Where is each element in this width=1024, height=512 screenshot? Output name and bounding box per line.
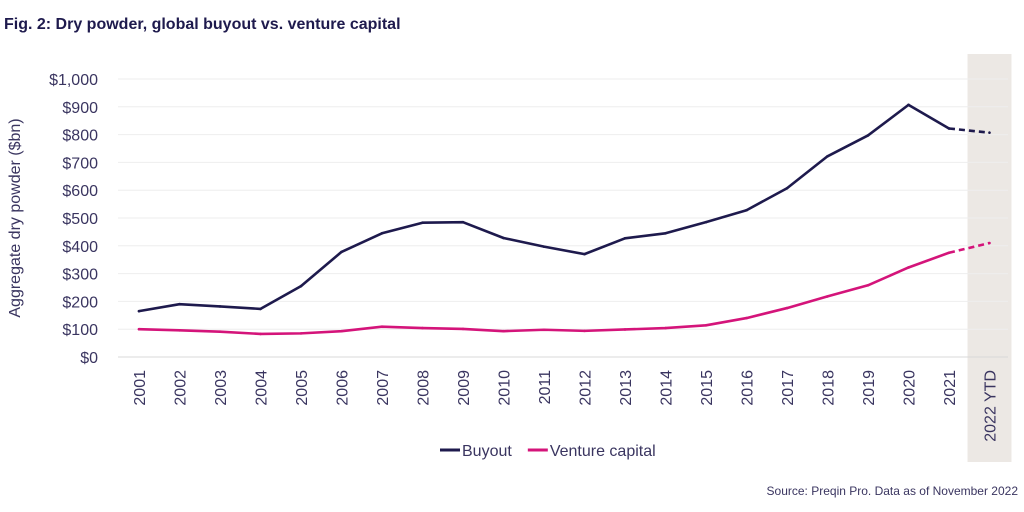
buyout-point <box>259 307 262 311</box>
buyout-point <box>502 236 505 240</box>
y-tick-label: $600 <box>62 183 98 200</box>
buyout-point <box>947 127 951 130</box>
venture-capital-point <box>583 329 586 333</box>
venture-capital-point <box>461 327 465 331</box>
venture-capital-point <box>704 324 708 327</box>
venture-capital-point <box>502 329 505 333</box>
x-tick-label: 2014 <box>659 370 676 406</box>
venture-capital-point <box>826 295 829 298</box>
x-tick-label: 2011 <box>537 370 554 405</box>
venture-capital-point <box>299 332 303 335</box>
x-tick-label: 2013 <box>618 370 635 406</box>
buyout-point <box>745 208 748 212</box>
buyout-point <box>421 221 424 225</box>
source-note: Source: Preqin Pro. Data as of November … <box>766 484 1018 498</box>
y-tick-label: $0 <box>80 350 98 367</box>
x-tick-label: 2001 <box>132 370 149 406</box>
x-tick-label: 2003 <box>213 370 230 406</box>
x-tick-label: 2016 <box>740 370 757 406</box>
buyout-point <box>583 252 586 256</box>
venture-capital-point <box>380 325 384 328</box>
buyout-point <box>340 250 343 254</box>
x-tick-label: 2007 <box>375 370 392 406</box>
buyout-point <box>380 231 384 235</box>
x-tick-label: 2021 <box>942 370 959 406</box>
venture-capital-point <box>745 316 748 320</box>
buyout-point <box>704 220 708 224</box>
chart-title: Fig. 2: Dry powder, global buyout vs. ve… <box>4 16 401 33</box>
y-tick-label: $800 <box>62 128 98 145</box>
venture-capital-point <box>259 332 262 336</box>
venture-capital-line <box>137 251 951 336</box>
y-tick-label: $900 <box>62 100 98 117</box>
buyout-point <box>785 186 789 190</box>
buyout-point <box>866 134 870 137</box>
legend-label-venture-capital: Venture capital <box>550 443 656 460</box>
x-tick-label: 2002 <box>173 370 190 406</box>
buyout-point <box>178 302 181 306</box>
buyout-point <box>988 131 991 134</box>
y-tick-label: $1,000 <box>49 72 98 89</box>
venture-capital-point <box>785 306 789 310</box>
venture-capital-point <box>866 283 870 287</box>
venture-capital-point <box>988 241 991 245</box>
venture-capital-point <box>178 329 181 332</box>
x-tick-label: 2010 <box>497 370 514 406</box>
legend-label-buyout: Buyout <box>462 443 512 460</box>
x-tick-label: 2012 <box>578 370 595 406</box>
x-tick-label: 2020 <box>902 370 919 406</box>
x-tick-label: 2018 <box>821 370 838 406</box>
buyout-point <box>542 245 546 248</box>
buyout-point <box>664 231 667 235</box>
buyout-projected-line <box>948 127 990 134</box>
x-tick-label: 2017 <box>780 370 797 406</box>
buyout-point <box>299 284 303 288</box>
x-tick-label: 2005 <box>294 370 311 406</box>
buyout-point <box>461 220 465 224</box>
venture-capital-point <box>218 330 222 334</box>
y-tick-label: $100 <box>62 322 98 339</box>
y-tick-label: $200 <box>62 294 98 311</box>
x-tick-label: 2006 <box>335 370 352 406</box>
venture-capital-point <box>664 326 667 330</box>
venture-capital-projected-line <box>948 241 990 255</box>
x-tick-label: 2015 <box>699 370 716 406</box>
buyout-point <box>623 236 627 240</box>
buyout-point <box>826 154 829 158</box>
x-tick-label: 2022 YTD <box>983 370 1000 442</box>
buyout-point <box>137 309 141 313</box>
venture-capital-point <box>542 328 546 332</box>
y-tick-label: $300 <box>62 267 98 284</box>
x-tick-label: 2019 <box>861 370 878 406</box>
venture-capital-point <box>137 327 141 331</box>
x-tick-label: 2004 <box>254 370 271 406</box>
y-tick-label: $500 <box>62 211 98 228</box>
ytd-highlight-band <box>967 54 1012 462</box>
venture-capital-point <box>421 326 424 330</box>
y-axis-title: Aggregate dry powder ($bn) <box>7 118 24 317</box>
buyout-line <box>137 103 951 313</box>
venture-capital-point <box>340 329 343 333</box>
buyout-point <box>218 305 222 308</box>
venture-capital-point <box>623 328 627 331</box>
y-tick-label: $400 <box>62 239 98 256</box>
y-tick-label: $700 <box>62 155 98 172</box>
buyout-point <box>907 103 910 107</box>
x-tick-label: 2009 <box>456 370 473 406</box>
venture-capital-point <box>907 266 910 269</box>
venture-capital-point <box>947 251 951 255</box>
x-tick-label: 2008 <box>416 370 433 406</box>
